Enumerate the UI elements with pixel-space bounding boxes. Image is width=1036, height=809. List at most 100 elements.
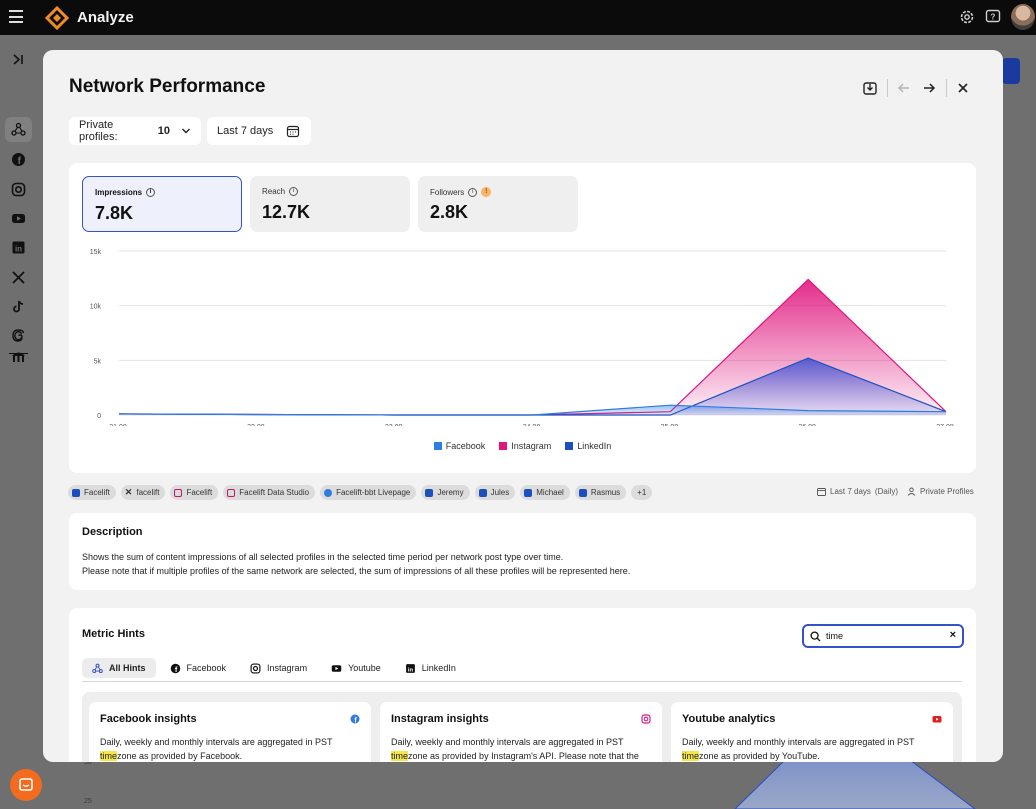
search-value: time [826, 631, 844, 641]
instagram-icon [227, 488, 236, 497]
previous-arrow-icon[interactable] [896, 80, 912, 96]
period-meta: Last 7 days (Daily) [817, 487, 898, 496]
kpi-followers-value: 2.8K [430, 202, 469, 222]
profile-tag[interactable]: Jules [474, 485, 516, 500]
next-arrow-icon[interactable] [921, 80, 937, 96]
legend-swatch [565, 442, 574, 450]
background-button [1002, 58, 1020, 84]
chevron-down-icon [182, 128, 191, 134]
impressions-chart: 0 5k 10k 15k 21.08. 22.08. 23.08. 24.08. 25.08.… [90, 249, 956, 426]
menu-icon[interactable] [9, 10, 23, 23]
chart-card: Impressions i 7.8K Reach i 12.7K Followers… [69, 163, 976, 473]
all-networks-icon[interactable] [11, 122, 26, 137]
tab-youtube[interactable]: Youtube [321, 658, 391, 678]
tab-linkedin[interactable]: in LinkedIn [395, 658, 466, 678]
clear-search-icon[interactable]: × [949, 629, 956, 641]
header-divider [946, 79, 947, 97]
kpi-followers[interactable]: Followers i! 2.8K [418, 176, 578, 232]
profile-tag[interactable]: Rasmus [574, 485, 627, 500]
linkedin-icon [578, 488, 587, 497]
description-card: Description Shows the sum of content imp… [69, 513, 976, 590]
svg-text:in: in [15, 245, 22, 254]
facebook-icon[interactable]: f [11, 152, 26, 167]
hints-search-input[interactable]: time × [802, 624, 964, 648]
profile-tag[interactable]: Facelift Data Studio [223, 485, 316, 500]
profile-tag[interactable]: Facelift [68, 485, 116, 500]
profiles-filter-dropdown[interactable]: Private profiles: 10 [69, 117, 201, 145]
profiles-filter-count: 10 [157, 125, 171, 137]
more-profiles-tag[interactable]: +1 [631, 485, 653, 500]
profile-tag-label: Facelift [84, 488, 110, 497]
settings-icon[interactable] [959, 9, 975, 25]
help-icon[interactable]: ? [985, 9, 1001, 25]
download-icon[interactable] [862, 80, 878, 96]
facebook-icon: f [350, 714, 360, 724]
series-line-facebook[interactable] [118, 404, 947, 416]
linkedin-icon[interactable]: in [11, 240, 26, 255]
header-divider [887, 79, 888, 97]
analyze-logo-icon [45, 6, 69, 30]
hint-text: zone as provided by Instagram's API. Ple… [408, 751, 639, 761]
youtube-icon [331, 664, 342, 672]
profile-tag[interactable]: Facelift [170, 485, 219, 500]
warning-icon[interactable]: ! [481, 187, 492, 197]
tiktok-icon[interactable] [11, 299, 26, 314]
profile-tag-label: Michael [536, 488, 564, 497]
profile-tag[interactable]: ✕ facelift [120, 485, 166, 500]
tab-instagram[interactable]: Instagram [240, 658, 317, 678]
background-axis-label: 50 [84, 759, 92, 766]
youtube-icon[interactable] [11, 211, 26, 226]
legend-item-facebook[interactable]: Facebook [433, 441, 485, 451]
facebook-icon: f [170, 663, 180, 673]
linkedin-icon [524, 488, 533, 497]
close-icon[interactable] [955, 80, 971, 96]
linkedin-icon [478, 488, 487, 497]
info-icon[interactable]: i [289, 187, 299, 196]
legend-item-instagram[interactable]: Instagram [499, 441, 551, 451]
y-tick-label: 0 [97, 413, 101, 420]
info-icon[interactable]: i [146, 188, 156, 197]
youtube-icon [932, 716, 942, 723]
kpi-impressions[interactable]: Impressions i 7.8K [82, 176, 242, 232]
search-icon [810, 631, 821, 642]
tab-all-hints[interactable]: All Hints [82, 658, 156, 678]
info-icon[interactable]: i [468, 187, 478, 197]
chart-legend: Facebook Instagram LinkedIn [69, 441, 976, 451]
y-tick-label: 5k [94, 358, 102, 365]
date-range-picker[interactable]: Last 7 days [207, 117, 311, 145]
period-label: Last 7 days [830, 487, 871, 496]
kpi-reach[interactable]: Reach i 12.7K [250, 176, 410, 232]
legend-item-linkedin[interactable]: LinkedIn [565, 441, 611, 451]
kpi-reach-label: Reach [262, 187, 286, 196]
top-bar: Analyze ? [0, 0, 1036, 35]
x-icon[interactable] [11, 270, 26, 285]
user-avatar[interactable] [1011, 4, 1035, 30]
svg-text:f: f [354, 717, 357, 724]
more-profiles-count: +1 [637, 488, 647, 497]
calendar-icon [287, 125, 300, 138]
profile-tag[interactable]: Facelift-bbt Livepage [320, 485, 417, 500]
threads-icon[interactable] [11, 328, 26, 343]
profile-tag-label: facelift [136, 488, 160, 497]
expand-rail-icon[interactable] [11, 52, 26, 67]
svg-text:f: f [174, 664, 177, 673]
profile-tag-label: Facelift [186, 488, 213, 497]
instagram-icon[interactable] [11, 182, 26, 197]
profile-tag[interactable]: Michael [520, 485, 570, 500]
svg-text:?: ? [991, 13, 996, 22]
hint-card-youtube: Youtube analytics Daily, weekly and mont… [671, 702, 953, 762]
benchmark-icon[interactable] [11, 349, 26, 364]
chat-launcher-button[interactable] [10, 769, 42, 801]
x-tick-label: 24.08. [523, 424, 543, 426]
metric-hints-title: Metric Hints [82, 628, 145, 640]
profile-tag[interactable]: Jeremy [421, 485, 470, 500]
hint-title: Youtube analytics [682, 713, 776, 725]
instagram-icon [641, 714, 651, 724]
tab-facebook[interactable]: f Facebook [160, 658, 237, 678]
profile-tag-label: Facelift Data Studio [239, 488, 310, 497]
kpi-reach-value: 12.7K [262, 202, 311, 222]
x-tick-label: 27.08. [936, 424, 956, 426]
user-icon [907, 487, 916, 496]
metric-hints-card: Metric Hints time × All Hints f Facebook… [69, 608, 976, 762]
svg-text:in: in [408, 667, 414, 673]
